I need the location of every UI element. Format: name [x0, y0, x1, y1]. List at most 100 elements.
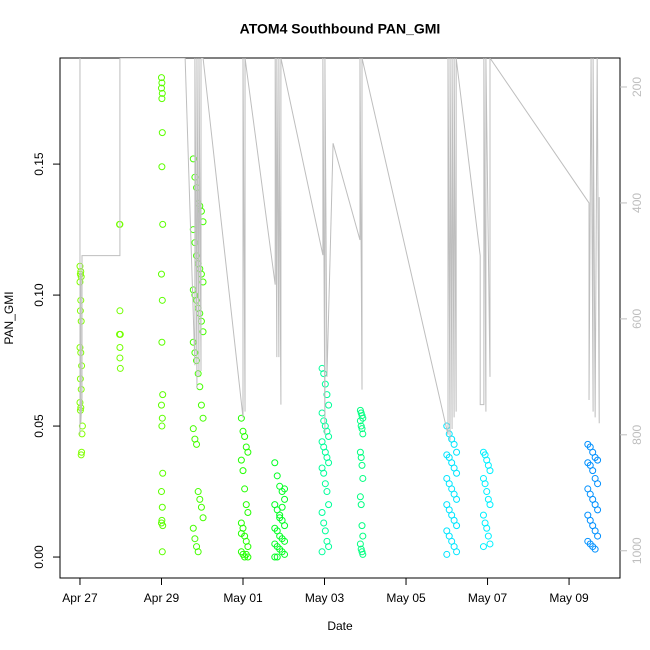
point: [158, 89, 166, 97]
point: [357, 501, 365, 509]
x-tick-label: May 07: [468, 591, 508, 605]
point: [159, 522, 167, 530]
point: [197, 401, 205, 409]
point: [320, 519, 328, 527]
point: [157, 488, 165, 496]
point: [244, 448, 252, 456]
point: [194, 488, 202, 496]
point: [356, 493, 364, 501]
point: [242, 501, 250, 509]
point: [158, 296, 166, 304]
x-tick-label: May 01: [223, 591, 263, 605]
point: [157, 84, 165, 92]
x-axis-title: Date: [327, 619, 353, 633]
point: [193, 440, 201, 448]
y-tick-label: 0.10: [32, 283, 46, 307]
point: [116, 343, 124, 351]
point: [323, 488, 331, 496]
point: [483, 524, 491, 532]
point: [486, 540, 494, 548]
point: [453, 448, 461, 456]
point: [481, 480, 489, 488]
point: [158, 422, 166, 430]
point: [158, 79, 166, 87]
point: [281, 495, 289, 503]
point: [196, 495, 204, 503]
point: [273, 553, 281, 561]
point: [359, 532, 367, 540]
point: [116, 364, 124, 372]
point: [199, 514, 207, 522]
point: [325, 459, 333, 467]
point: [318, 548, 326, 556]
y2-tick-label: 400: [630, 193, 644, 213]
point: [318, 509, 326, 517]
point: [356, 448, 364, 456]
point: [358, 425, 366, 433]
point: [78, 430, 86, 438]
point: [273, 472, 281, 480]
point: [359, 474, 367, 482]
point: [591, 545, 599, 553]
point: [158, 548, 166, 556]
point: [453, 548, 461, 556]
point: [158, 516, 166, 524]
x-tick-label: May 03: [305, 591, 345, 605]
point: [244, 553, 252, 561]
point: [239, 467, 247, 475]
y-tick-label: 0.05: [32, 414, 46, 438]
point: [191, 535, 199, 543]
y2-tick-label: 800: [630, 424, 644, 444]
x-tick-label: May 05: [386, 591, 426, 605]
point: [77, 451, 85, 459]
point: [483, 488, 491, 496]
point: [244, 509, 252, 517]
point: [199, 328, 207, 336]
point: [157, 401, 165, 409]
point: [159, 220, 167, 228]
y2-tick-label: 200: [630, 77, 644, 97]
point: [237, 529, 245, 537]
point: [194, 548, 202, 556]
point: [450, 440, 458, 448]
point: [443, 550, 451, 558]
point: [594, 480, 602, 488]
point: [241, 433, 249, 441]
point: [320, 469, 328, 477]
y2-tick-label: 600: [630, 309, 644, 329]
plot-frame: [59, 57, 621, 579]
point: [281, 550, 289, 558]
point: [189, 155, 197, 163]
point: [158, 129, 166, 137]
point: [194, 370, 202, 378]
point: [484, 532, 492, 540]
point: [594, 532, 602, 540]
point: [358, 461, 366, 469]
point: [486, 467, 494, 475]
point: [325, 543, 333, 551]
point: [78, 422, 86, 430]
point: [356, 540, 364, 548]
point: [358, 522, 366, 530]
y-tick-label: 0.00: [32, 545, 46, 569]
point: [271, 459, 279, 467]
point: [271, 553, 279, 561]
point: [159, 391, 167, 399]
point: [158, 338, 166, 346]
point: [479, 511, 487, 519]
plot-area: [76, 58, 602, 561]
point: [281, 537, 289, 545]
point: [116, 307, 124, 315]
x-tick-label: Apr 29: [144, 591, 180, 605]
point: [359, 430, 367, 438]
pressure-line: [79, 58, 600, 441]
point: [356, 417, 364, 425]
point: [594, 506, 602, 514]
point: [321, 527, 329, 535]
point: [237, 414, 245, 422]
point: [325, 401, 333, 409]
point: [244, 543, 252, 551]
point: [157, 270, 165, 278]
point: [276, 514, 284, 522]
